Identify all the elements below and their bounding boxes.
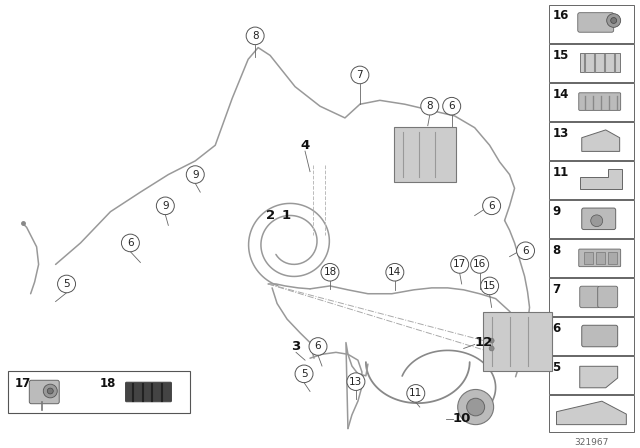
FancyBboxPatch shape	[548, 43, 634, 82]
FancyBboxPatch shape	[548, 317, 634, 355]
Circle shape	[321, 263, 339, 281]
FancyBboxPatch shape	[29, 380, 60, 404]
Text: 6: 6	[522, 246, 529, 256]
Text: 17: 17	[453, 259, 467, 269]
FancyBboxPatch shape	[125, 382, 172, 402]
Circle shape	[467, 398, 484, 416]
Circle shape	[407, 384, 425, 402]
Circle shape	[611, 17, 617, 23]
Circle shape	[470, 256, 488, 273]
Circle shape	[489, 346, 494, 351]
Text: 12: 12	[474, 336, 493, 349]
Text: 15: 15	[483, 281, 496, 291]
FancyBboxPatch shape	[548, 161, 634, 199]
Text: 15: 15	[552, 48, 569, 61]
Circle shape	[351, 66, 369, 84]
Circle shape	[481, 277, 499, 295]
Circle shape	[386, 263, 404, 281]
Text: 11: 11	[409, 388, 422, 398]
FancyBboxPatch shape	[579, 249, 621, 267]
FancyBboxPatch shape	[582, 208, 616, 229]
FancyBboxPatch shape	[596, 252, 605, 264]
FancyBboxPatch shape	[584, 252, 593, 264]
Text: 5: 5	[301, 369, 307, 379]
Text: 6: 6	[127, 238, 134, 248]
FancyBboxPatch shape	[578, 13, 614, 32]
Circle shape	[246, 27, 264, 45]
Text: 9: 9	[552, 205, 561, 218]
FancyBboxPatch shape	[548, 122, 634, 160]
FancyBboxPatch shape	[548, 356, 634, 394]
Circle shape	[451, 256, 468, 273]
Circle shape	[516, 242, 534, 259]
Polygon shape	[580, 169, 621, 190]
FancyBboxPatch shape	[579, 93, 621, 110]
Circle shape	[309, 338, 327, 355]
Circle shape	[591, 215, 603, 227]
Circle shape	[443, 97, 461, 115]
Text: 6: 6	[315, 341, 321, 352]
Text: 18: 18	[100, 377, 116, 390]
Text: 9: 9	[162, 201, 169, 211]
FancyBboxPatch shape	[582, 325, 618, 347]
Text: 2: 2	[266, 209, 275, 222]
Text: 13: 13	[552, 127, 569, 140]
Text: 14: 14	[388, 267, 401, 277]
Text: 10: 10	[452, 412, 471, 425]
Polygon shape	[582, 130, 620, 151]
Text: 16: 16	[552, 9, 569, 22]
Circle shape	[47, 388, 53, 394]
FancyBboxPatch shape	[608, 252, 617, 264]
Circle shape	[483, 197, 500, 215]
FancyBboxPatch shape	[548, 200, 634, 238]
Text: 5: 5	[552, 361, 561, 374]
FancyBboxPatch shape	[483, 312, 552, 371]
Polygon shape	[580, 366, 618, 388]
FancyBboxPatch shape	[548, 395, 634, 432]
Circle shape	[347, 373, 365, 391]
Text: 13: 13	[349, 377, 362, 387]
Circle shape	[607, 14, 621, 27]
Circle shape	[458, 389, 493, 425]
Circle shape	[58, 275, 76, 293]
Text: 321967: 321967	[574, 438, 609, 447]
Text: 6: 6	[449, 101, 455, 111]
Polygon shape	[557, 401, 627, 425]
FancyBboxPatch shape	[394, 127, 456, 182]
Text: 3: 3	[291, 340, 301, 353]
Text: 14: 14	[552, 88, 569, 101]
Text: 11: 11	[552, 166, 569, 179]
Circle shape	[44, 384, 57, 398]
FancyBboxPatch shape	[548, 83, 634, 121]
Circle shape	[420, 97, 439, 115]
FancyBboxPatch shape	[598, 286, 618, 308]
Text: 16: 16	[473, 259, 486, 269]
FancyBboxPatch shape	[8, 371, 190, 413]
Text: 17: 17	[14, 377, 31, 390]
Circle shape	[489, 338, 494, 343]
FancyBboxPatch shape	[548, 4, 634, 43]
Text: 4: 4	[300, 139, 310, 152]
Text: 5: 5	[63, 279, 70, 289]
Text: 6: 6	[552, 322, 561, 335]
Text: 6: 6	[488, 201, 495, 211]
Text: 8: 8	[426, 101, 433, 111]
FancyBboxPatch shape	[548, 239, 634, 277]
Text: 1: 1	[282, 209, 291, 222]
Text: 7: 7	[356, 70, 364, 80]
Text: 8: 8	[552, 244, 561, 257]
Text: 7: 7	[552, 283, 561, 296]
Circle shape	[122, 234, 140, 252]
FancyBboxPatch shape	[580, 286, 600, 308]
Circle shape	[156, 197, 174, 215]
Circle shape	[186, 166, 204, 183]
FancyBboxPatch shape	[548, 278, 634, 316]
FancyBboxPatch shape	[580, 53, 620, 72]
Circle shape	[295, 365, 313, 383]
Text: 18: 18	[323, 267, 337, 277]
Text: 9: 9	[192, 169, 198, 180]
Text: 8: 8	[252, 31, 259, 41]
